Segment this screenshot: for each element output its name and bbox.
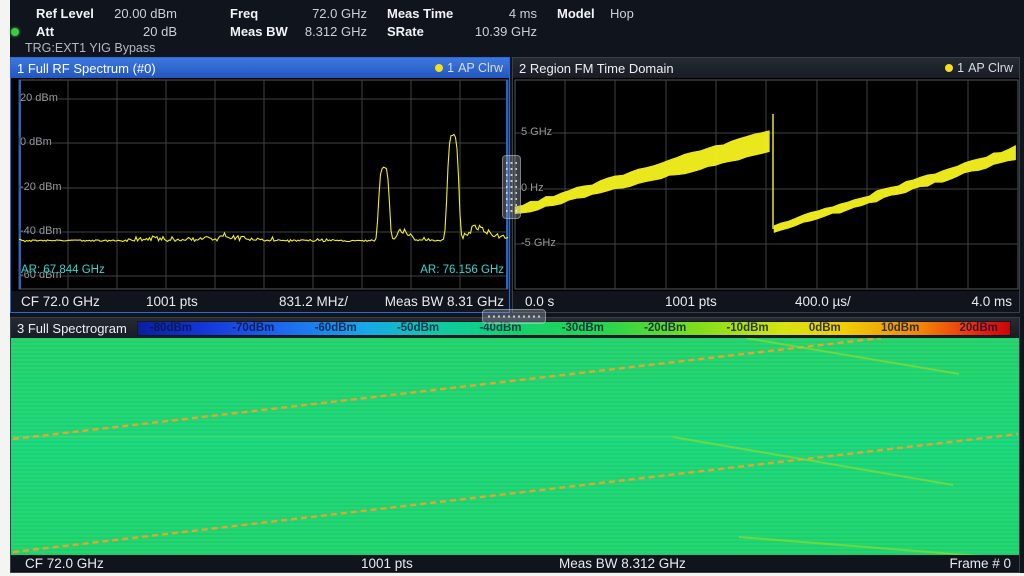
- window1-footer: CF 72.0 GHz 1001 pts 831.2 MHz/ Meas BW …: [11, 291, 509, 312]
- meas-bw-label: Meas BW: [230, 24, 288, 39]
- trace2-mode: AP Clrw: [968, 61, 1013, 75]
- window2-title: 2 Region FM Time Domain: [519, 60, 674, 76]
- spectrum-plot[interactable]: 20 dBm 0 dBm -20 dBm -40 dBm -60 dBm AR:…: [11, 78, 509, 291]
- ref-level-label: Ref Level: [36, 6, 94, 21]
- trace2-color-dot-icon: [945, 64, 954, 72]
- window1-titlebar[interactable]: 1 Full RF Spectrum (#0) 1 AP Clrw: [11, 58, 509, 78]
- freq-label: Freq: [230, 6, 259, 21]
- trigger-status-line: TRG:EXT1 YIG Bypass: [25, 41, 156, 55]
- trace1-mode: AP Clrw: [458, 61, 503, 75]
- model-value[interactable]: Hop: [610, 6, 634, 21]
- spectrogram-color-scale: -80dBm -70dBm -60dBm -50dBm -40dBm -30dB…: [136, 320, 1011, 336]
- footer-points: 1001 pts: [665, 294, 717, 309]
- trace1-color-dot-icon: [435, 64, 444, 72]
- footer-meas-bw: Meas BW 8.312 GHz: [559, 556, 686, 571]
- window-fm-time-domain[interactable]: 2 Region FM Time Domain 1 AP Clrw 5 GHz …: [512, 57, 1020, 313]
- scale-tick: -60dBm: [314, 321, 357, 334]
- scale-tick: -70dBm: [232, 321, 275, 334]
- window-splitter-vertical[interactable]: [502, 155, 521, 219]
- srate-value[interactable]: 10.39 GHz: [474, 24, 537, 39]
- window3-footer: CF 72.0 GHz 1001 pts Meas BW 8.312 GHz F…: [11, 555, 1019, 571]
- trace2-number: 1: [957, 61, 965, 75]
- window3-title: 3 Full Spectrogram: [17, 320, 127, 336]
- scale-tick: -30dBm: [561, 321, 604, 334]
- fm-plot[interactable]: 5 GHz 0 Hz -5 GHz: [513, 78, 1019, 291]
- scale-tick: -80dBm: [149, 321, 193, 334]
- window3-titlebar[interactable]: 3 Full Spectrogram -80dBm -70dBm -60dBm …: [11, 318, 1019, 338]
- trace2-badge[interactable]: 1 AP Clrw: [945, 61, 1013, 75]
- scale-tick: 0dBm: [808, 321, 841, 334]
- footer-points: 1001 pts: [146, 294, 198, 309]
- footer-start-time: 0.0 s: [525, 294, 555, 309]
- window-splitter-horizontal[interactable]: [482, 309, 546, 324]
- spectrogram-svg: [12, 338, 1019, 555]
- scale-tick: -40dBm: [479, 321, 522, 334]
- trace1-number: 1: [447, 61, 455, 75]
- model-label: Model: [557, 6, 595, 21]
- grip-dots-icon: [506, 159, 517, 215]
- scale-tick: 10dBm: [880, 321, 920, 334]
- footer-points: 1001 pts: [361, 556, 413, 571]
- window-full-spectrogram[interactable]: 3 Full Spectrogram -80dBm -70dBm -60dBm …: [10, 317, 1020, 573]
- footer-perdiv: 831.2 MHz/: [279, 294, 349, 309]
- header-row-1: Ref Level 20.00 dBm Freq 72.0 GHz Meas T…: [10, 5, 1024, 22]
- header-row-2: Att 20 dB Meas BW 8.312 GHz SRate 10.39 …: [10, 23, 1024, 40]
- footer-cf: CF 72.0 GHz: [21, 294, 100, 309]
- status-led-icon: [11, 28, 19, 36]
- spectrum-svg: [18, 79, 509, 290]
- meas-time-value[interactable]: 4 ms: [508, 6, 537, 21]
- spectrogram-plot[interactable]: [11, 338, 1019, 555]
- srate-label: SRate: [387, 24, 424, 39]
- att-label: Att: [36, 24, 55, 39]
- footer-meas-bw: Meas BW 8.31 GHz: [384, 294, 504, 309]
- meas-bw-value[interactable]: 8.312 GHz: [304, 24, 367, 39]
- scale-tick: -50dBm: [396, 321, 440, 334]
- trace1-badge[interactable]: 1 AP Clrw: [435, 61, 503, 75]
- fm-svg: [514, 79, 1019, 290]
- scale-tick: -10dBm: [726, 321, 769, 334]
- freq-value[interactable]: 72.0 GHz: [312, 6, 367, 21]
- att-value[interactable]: 20 dB: [143, 24, 177, 39]
- window-full-rf-spectrum[interactable]: 1 Full RF Spectrum (#0) 1 AP Clrw 20 dBm…: [10, 57, 510, 313]
- footer-stop-time: 4.0 ms: [971, 294, 1012, 309]
- meas-time-label: Meas Time: [387, 6, 454, 21]
- scale-tick: -20dBm: [644, 321, 687, 334]
- channel-info-bar: Ref Level 20.00 dBm Freq 72.0 GHz Meas T…: [10, 0, 1024, 56]
- ref-level-value[interactable]: 20.00 dBm: [114, 6, 177, 21]
- footer-perdiv: 400.0 µs/: [795, 294, 851, 309]
- window1-title: 1 Full RF Spectrum (#0): [17, 60, 156, 76]
- footer-frame: Frame # 0: [949, 556, 1011, 571]
- footer-cf: CF 72.0 GHz: [25, 556, 104, 571]
- window2-footer: 0.0 s 1001 pts 400.0 µs/ 4.0 ms: [513, 291, 1019, 312]
- scale-tick: 20dBm: [959, 321, 998, 334]
- analyzer-app: Ref Level 20.00 dBm Freq 72.0 GHz Meas T…: [10, 0, 1024, 573]
- grip-dots-icon: [486, 313, 542, 320]
- window2-titlebar[interactable]: 2 Region FM Time Domain 1 AP Clrw: [513, 58, 1019, 78]
